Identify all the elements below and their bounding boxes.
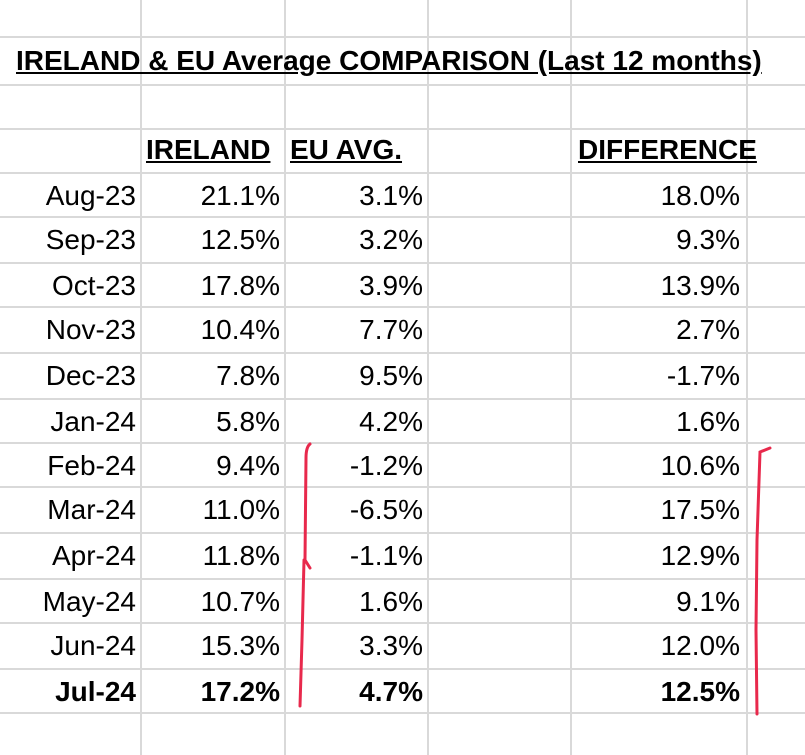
difference-cell[interactable]: -1.7%	[666, 360, 740, 391]
month-cell[interactable]: May-24	[42, 586, 136, 617]
ireland-cell[interactable]: 9.4%	[216, 450, 280, 481]
difference-cell[interactable]: 9.3%	[676, 224, 740, 255]
difference-cell[interactable]: 18.0%	[660, 180, 740, 211]
ireland-cell[interactable]: 21.1%	[200, 180, 280, 211]
month-cell[interactable]: Apr-24	[51, 540, 136, 571]
row-gridline	[0, 128, 805, 130]
difference-cell[interactable]: 9.1%	[676, 586, 740, 617]
eu-avg-cell[interactable]: 9.5%	[359, 360, 423, 391]
difference-cell[interactable]: 2.7%	[676, 314, 740, 345]
difference-cell[interactable]: 12.5%	[660, 676, 740, 707]
ireland-cell[interactable]: 12.5%	[200, 224, 280, 255]
ireland-cell[interactable]: 17.8%	[200, 270, 280, 301]
ireland-cell[interactable]: 15.3%	[200, 630, 280, 661]
header-ireland[interactable]: IRELAND	[146, 134, 271, 165]
eu-avg-cell[interactable]: -1.2%	[349, 450, 423, 481]
eu-avg-cell[interactable]: 3.3%	[359, 630, 423, 661]
row-gridline	[0, 622, 805, 624]
ireland-cell[interactable]: 10.4%	[200, 314, 280, 345]
difference-cell[interactable]: 10.6%	[660, 450, 740, 481]
eu-avg-cell[interactable]: 4.2%	[359, 406, 423, 437]
difference-cell[interactable]: 12.9%	[660, 540, 740, 571]
eu-avg-cell[interactable]: 4.7%	[359, 676, 423, 707]
row-gridline	[0, 712, 805, 714]
month-cell[interactable]: Jul-24	[55, 676, 136, 707]
column-gridline	[427, 0, 429, 755]
eu-avg-cell[interactable]: 7.7%	[359, 314, 423, 345]
row-gridline	[0, 36, 805, 38]
ireland-cell[interactable]: 10.7%	[200, 586, 280, 617]
column-gridline	[746, 0, 748, 755]
difference-cell[interactable]: 17.5%	[660, 494, 740, 525]
header-difference[interactable]: DIFFERENCE	[578, 134, 757, 165]
column-gridline	[140, 0, 142, 755]
row-gridline	[0, 486, 805, 488]
month-cell[interactable]: Nov-23	[45, 314, 136, 345]
eu-avg-cell[interactable]: 3.1%	[359, 180, 423, 211]
eu-avg-cell[interactable]: 1.6%	[359, 586, 423, 617]
difference-cell[interactable]: 1.6%	[676, 406, 740, 437]
column-gridline	[570, 0, 572, 755]
difference-cell[interactable]: 13.9%	[660, 270, 740, 301]
eu-avg-cell[interactable]: -1.1%	[349, 540, 423, 571]
header-eu-avg[interactable]: EU AVG.	[290, 134, 403, 165]
month-cell[interactable]: Oct-23	[51, 270, 136, 301]
sheet-title[interactable]: IRELAND & EU Average COMPARISON (Last 12…	[16, 45, 762, 76]
difference-cell[interactable]: 12.0%	[660, 630, 740, 661]
row-gridline	[0, 442, 805, 444]
row-gridline	[0, 172, 805, 174]
eu-avg-cell[interactable]: 3.9%	[359, 270, 423, 301]
row-gridline	[0, 216, 805, 218]
ireland-cell[interactable]: 17.2%	[200, 676, 280, 707]
row-gridline	[0, 668, 805, 670]
ireland-cell[interactable]: 11.0%	[202, 494, 280, 525]
column-gridline	[284, 0, 286, 755]
month-cell[interactable]: Aug-23	[45, 180, 136, 211]
month-cell[interactable]: Jun-24	[50, 630, 136, 661]
month-cell[interactable]: Mar-24	[47, 494, 136, 525]
ireland-cell[interactable]: 5.8%	[216, 406, 280, 437]
row-gridline	[0, 398, 805, 400]
row-gridline	[0, 352, 805, 354]
ireland-cell[interactable]: 7.8%	[216, 360, 280, 391]
row-gridline	[0, 578, 805, 580]
eu-avg-cell[interactable]: 3.2%	[359, 224, 423, 255]
ireland-cell[interactable]: 11.8%	[202, 540, 280, 571]
row-gridline	[0, 306, 805, 308]
row-gridline	[0, 532, 805, 534]
month-cell[interactable]: Feb-24	[47, 450, 136, 481]
month-cell[interactable]: Jan-24	[50, 406, 136, 437]
row-gridline	[0, 84, 805, 86]
month-cell[interactable]: Sep-23	[45, 224, 136, 255]
eu-avg-cell[interactable]: -6.5%	[349, 494, 423, 525]
row-gridline	[0, 262, 805, 264]
month-cell[interactable]: Dec-23	[45, 360, 136, 391]
